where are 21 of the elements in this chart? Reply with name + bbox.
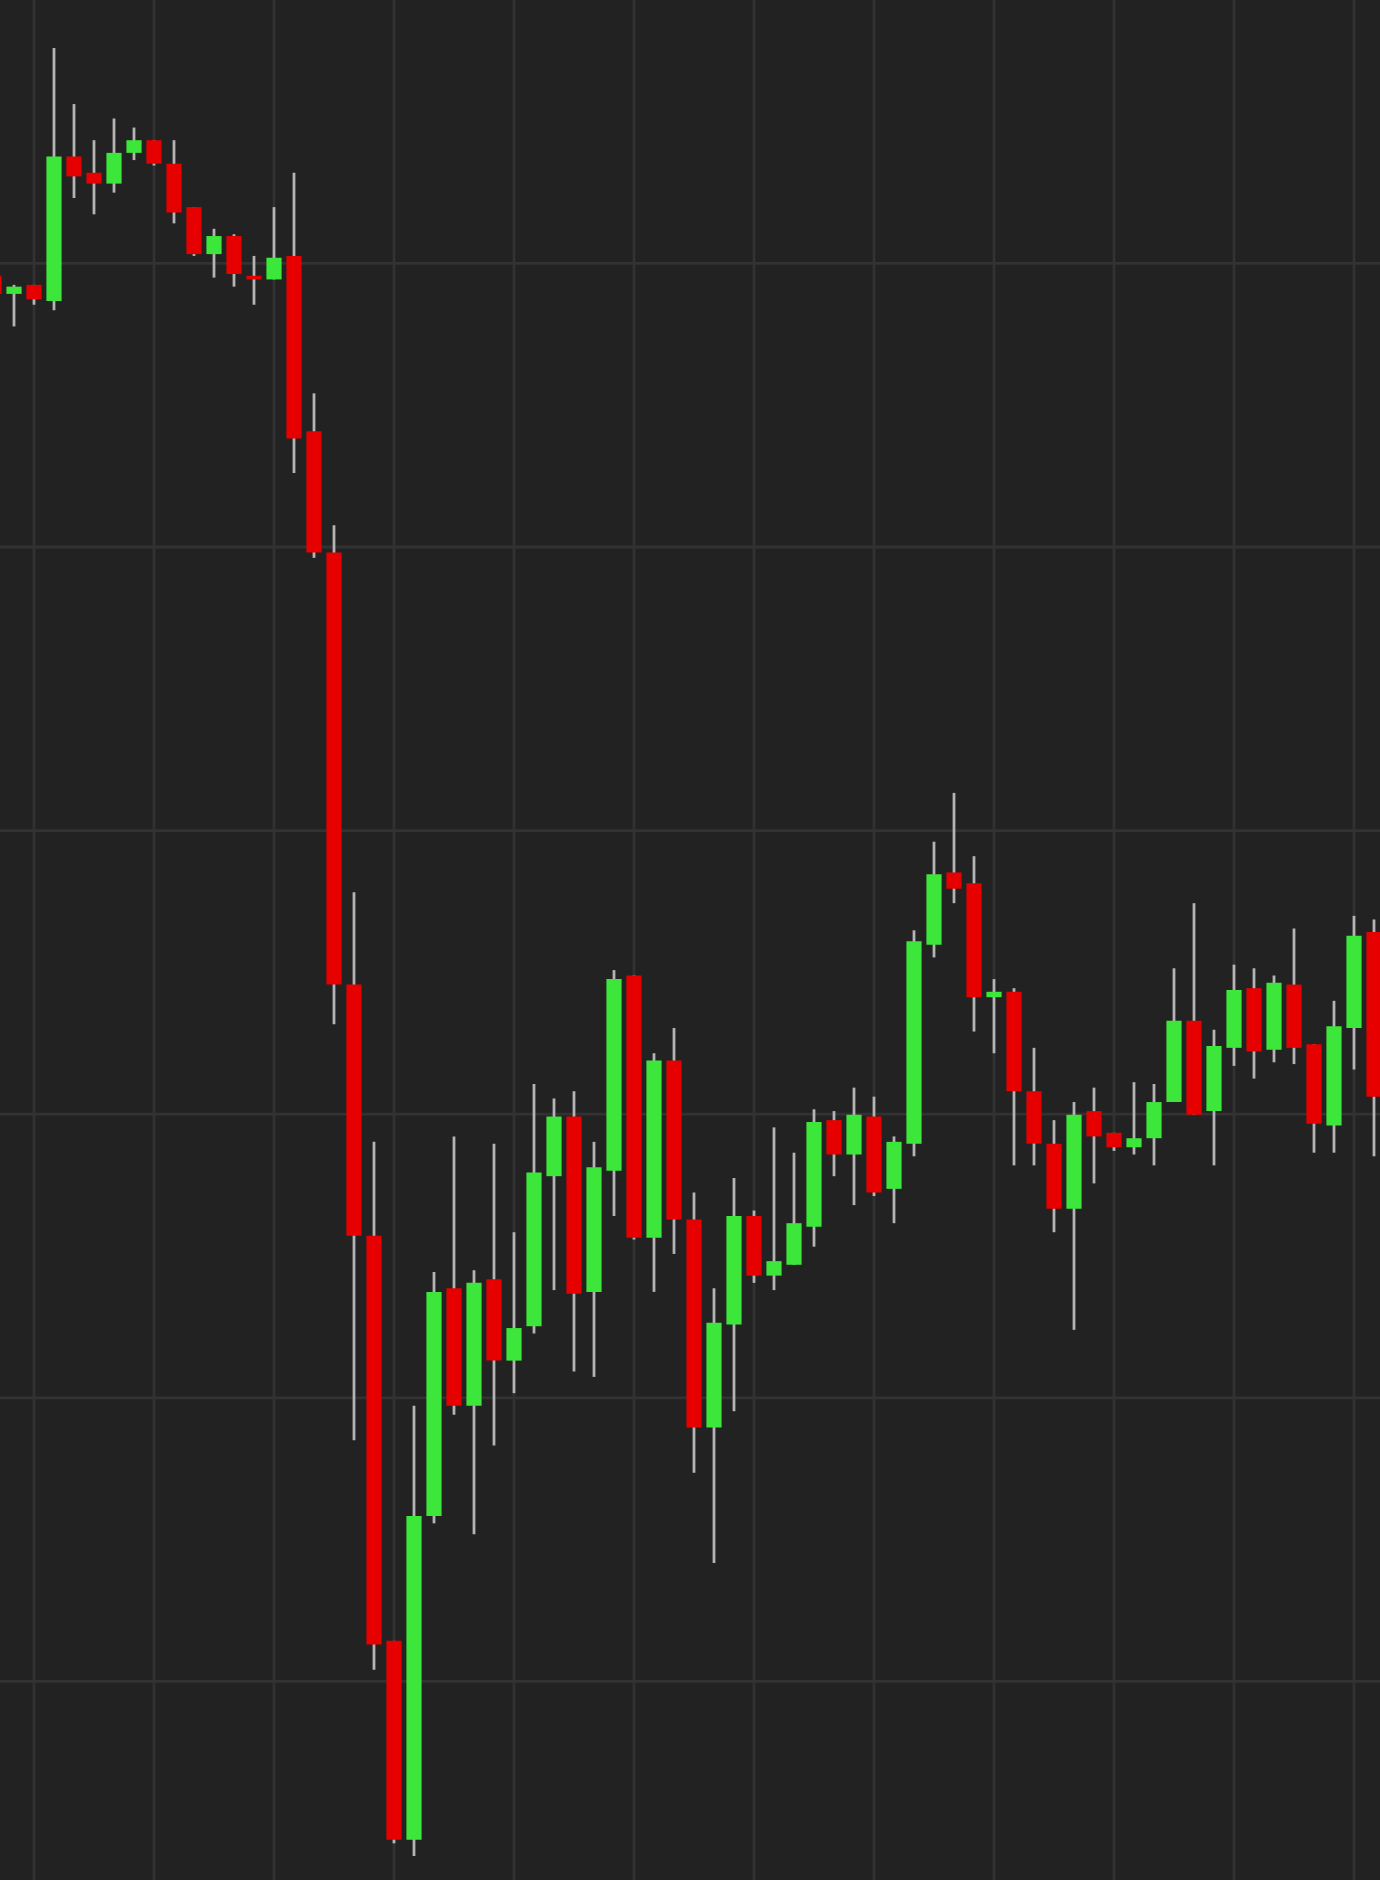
candlestick <box>206 227 222 280</box>
candlestick <box>1146 1082 1162 1167</box>
candlestick <box>66 102 82 200</box>
candlestick <box>826 1109 842 1178</box>
candlestick <box>186 205 202 258</box>
candlestick <box>146 138 162 167</box>
candlestick <box>266 205 282 281</box>
candlestick <box>786 1151 802 1267</box>
candlestick <box>126 126 142 162</box>
candlestick <box>6 283 22 328</box>
candlestick <box>1126 1080 1142 1156</box>
candlestick <box>106 117 122 195</box>
candlestick <box>846 1086 862 1207</box>
candlestick <box>506 1230 522 1395</box>
candlestick <box>766 1125 782 1292</box>
candlestick <box>986 977 1002 1055</box>
candlestick <box>86 138 102 216</box>
candlestick <box>226 232 242 289</box>
candlestick <box>1086 1086 1102 1185</box>
candlestick <box>886 1135 902 1225</box>
candlestick <box>946 791 962 905</box>
